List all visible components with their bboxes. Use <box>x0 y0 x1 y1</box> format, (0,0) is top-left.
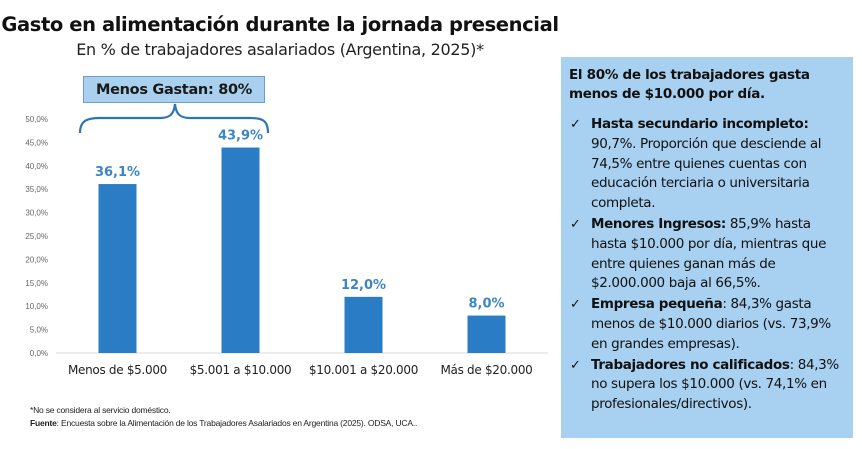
insight-item: ✓ Hasta secundario incompleto: 90,7%. Pro… <box>569 115 845 214</box>
insight-text: : 84,3% gasta menos de $10.000 diarios (… <box>591 296 831 352</box>
insight-title: Trabajadores no calificados <box>591 356 790 373</box>
checkmark-icon: ✓ <box>570 297 581 313</box>
y-tick-label: 0,0% <box>30 349 48 358</box>
category-label: Menos de $5.000 <box>68 363 167 377</box>
insight-title: Empresa pequeña <box>591 296 723 313</box>
category-label: Más de $20.000 <box>440 363 532 377</box>
source-text: : Encuesta sobre la Alimentación de los … <box>56 418 418 428</box>
bar-chart: 0,0% 5,0% 10,0% 15,0% 20,0% 25,0% 30,0% 35,0% 40… <box>25 103 548 377</box>
insights-panel: El 80% de los trabajadores gasta menos d… <box>561 57 853 438</box>
footnote: *No se considera al servicio doméstico. <box>30 405 171 415</box>
y-tick-label: 40,0% <box>25 162 48 171</box>
insight-title: Hasta secundario incompleto: <box>591 116 809 132</box>
annotation-box: Menos Gastan: 80% <box>83 76 265 103</box>
insight-item: ✓ Menores Ingresos: 85,9% hasta hasta $10… <box>569 215 845 294</box>
insights-list: ✓ Hasta secundario incompleto: 90,7%. Pro… <box>569 115 845 415</box>
y-tick-label: 25,0% <box>25 232 48 241</box>
bar <box>467 315 506 353</box>
insight-item: ✓ Trabajadores no calificados: 84,3% no s… <box>569 356 845 415</box>
annotation-brace <box>78 103 270 134</box>
checkmark-icon: ✓ <box>570 117 581 132</box>
chart-title: Gasto en alimentación durante la jornada… <box>1 13 559 36</box>
data-label: 36,1% <box>95 165 140 180</box>
bar <box>221 147 260 353</box>
category-label: $5.001 a $10.000 <box>190 363 292 377</box>
checkmark-icon: ✓ <box>570 216 581 232</box>
insight-item: ✓ Empresa pequeña: 84,3% gasta menos de $… <box>569 295 845 354</box>
y-tick-label: 50,0% <box>25 115 48 124</box>
y-tick-label: 10,0% <box>25 302 48 311</box>
insights-headline: El 80% de los trabajadores gasta menos d… <box>569 67 810 102</box>
source-label: Fuente <box>30 418 57 428</box>
chart-subtitle: En % de trabajadores asalariados (Argent… <box>76 40 484 59</box>
data-label: 12,0% <box>341 278 386 293</box>
checkmark-icon: ✓ <box>570 357 581 373</box>
y-tick-label: 5,0% <box>30 326 48 335</box>
bar <box>344 296 383 353</box>
insight-text: 90,7%. Proporción que desciende al 74,5%… <box>591 135 822 212</box>
y-tick-label: 20,0% <box>25 255 48 264</box>
data-label: 43,9% <box>218 129 263 144</box>
insight-text: : 84,3% no supera los $10.000 (vs. 74,1%… <box>591 356 839 413</box>
data-label: 8,0% <box>468 297 504 312</box>
category-label: $10.001 a $20.000 <box>309 363 418 377</box>
bar <box>98 184 137 353</box>
y-tick-label: 15,0% <box>25 279 48 288</box>
y-tick-label: 45,0% <box>25 138 48 147</box>
insight-title: Menores Ingresos: <box>591 215 726 232</box>
y-tick-label: 35,0% <box>25 185 48 194</box>
y-tick-label: 30,0% <box>25 209 48 218</box>
insight-text: 85,9% hasta hasta $10.000 por día, mient… <box>591 215 827 292</box>
source-note: Fuente: Encuesta sobre la Alimentación d… <box>30 418 417 428</box>
